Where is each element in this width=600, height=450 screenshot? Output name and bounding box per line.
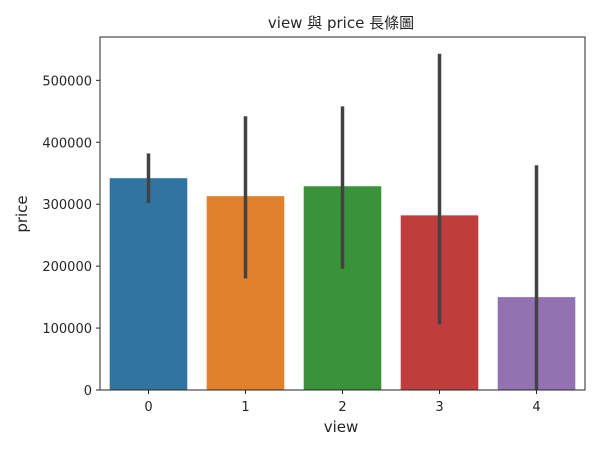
y-tick-label-0: 0 — [84, 384, 92, 399]
chart-title: view 與 price 長條圖 — [268, 14, 414, 32]
y-tick-label-100000: 100000 — [42, 322, 92, 337]
y-tick-label-500000: 500000 — [42, 74, 92, 89]
y-axis: 0 100000 200000 300000 400000 500000 — [42, 74, 100, 399]
y-axis-label: price — [13, 195, 31, 232]
x-tick-label-3: 3 — [435, 400, 443, 415]
x-tick-label-1: 1 — [241, 400, 249, 415]
x-tick-label-2: 2 — [338, 400, 346, 415]
y-tick-label-300000: 300000 — [42, 198, 92, 213]
x-axis-label: view — [324, 418, 359, 436]
plot-frame — [99, 36, 586, 391]
x-tick-label-4: 4 — [532, 400, 540, 415]
y-tick-label-400000: 400000 — [42, 136, 92, 151]
bar-0 — [109, 178, 188, 390]
x-axis: 0 1 2 3 4 — [144, 390, 541, 415]
x-tick-label-0: 0 — [144, 400, 152, 415]
y-tick-label-200000: 200000 — [42, 260, 92, 275]
error-bars-group — [146, 53, 539, 390]
